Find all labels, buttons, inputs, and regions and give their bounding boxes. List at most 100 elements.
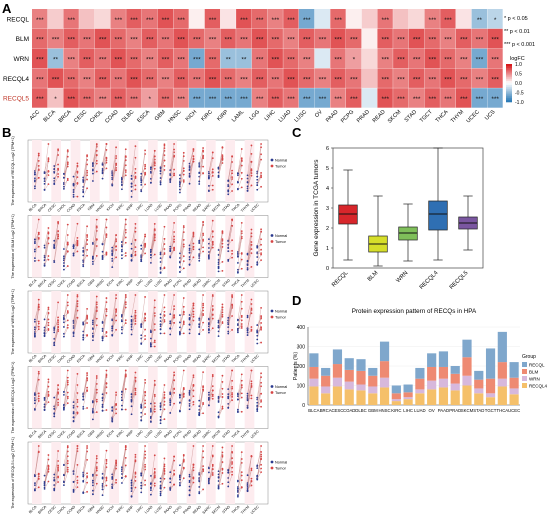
heatmap-col-label: COAD [104,109,119,124]
tumor-point [250,160,253,163]
normal-point [82,474,85,476]
paired-line [237,384,242,410]
tumor-point [173,455,176,458]
tumor-point [240,325,243,327]
normal-point [111,475,114,478]
tumor-point [153,299,156,302]
panel-b-xtick: SARC [202,354,212,364]
significance-mark: *** [146,57,154,64]
paired-line [237,222,242,252]
tumor-point [144,463,147,466]
significance-mark: *** [397,57,405,64]
paired-line [150,150,155,168]
paired-line [218,447,223,472]
paired-line [44,481,49,489]
tumor-point [66,250,69,253]
tumor-point [211,389,214,392]
paired-line [257,468,262,476]
normal-point [188,264,191,266]
paired-line [218,321,223,332]
normal-point [53,246,56,249]
normal-point [63,326,65,328]
tumor-point [182,477,185,480]
normal-point [101,393,104,396]
bar-segment-recql4 [309,386,319,405]
bar-segment-recql4 [391,401,401,405]
paired-line [131,247,136,256]
normal-point [169,489,172,491]
paired-line [150,315,155,345]
paired-line [131,461,136,481]
paired-line [44,161,49,179]
panel-b-xtick: CHOL [57,429,67,439]
paired-line [54,173,59,179]
tumor-point [115,463,117,465]
normal-point [82,265,85,268]
tumor-point [47,390,50,393]
tumor-point [144,244,147,247]
tumor-point [221,455,224,458]
normal-point [188,332,191,335]
paired-line [160,315,165,325]
paired-line [247,381,252,408]
paired-line [150,223,155,250]
normal-point [34,171,36,174]
bar-segment-recql [462,339,472,358]
bar-segment-recql [356,359,366,371]
column-shading [244,291,255,353]
tumor-point [182,155,185,158]
tumor-point [211,294,214,296]
tumor-point [76,250,79,253]
normal-point [237,411,239,413]
significance-mark: *** [52,37,60,44]
tumor-point [250,248,253,250]
tumor-point [240,222,243,224]
tumor-point [240,410,243,413]
column-shading [32,140,42,202]
paired-line [73,392,78,413]
sig-legend-entry: ** p < 0.01 [504,29,530,35]
normal-point [217,176,220,179]
tumor-point [57,404,59,406]
heatmap-cell [455,68,472,88]
tumor-point [76,164,79,167]
paired-line [189,316,194,325]
tumor-point [115,394,117,396]
normal-point [246,185,249,188]
normal-point [169,412,172,414]
heatmap-cell [251,9,268,29]
heatmap-cell [314,28,330,49]
tumor-point [37,245,40,248]
tumor-point [211,174,214,177]
normal-point [63,318,65,321]
tumor-point [76,295,79,298]
x-tick-label: TGCT [485,408,497,413]
normal-point [188,481,191,484]
tumor-point [76,411,79,414]
panel-b-xtick: READ [192,278,202,288]
bar-segment-wrn [415,389,425,394]
tumor-point [202,321,205,324]
normal-point [159,316,162,319]
normal-point [53,261,56,264]
normal-point [227,481,230,484]
normal-point [82,479,85,482]
normal-point [121,320,123,323]
paired-line [54,324,59,343]
panel-b-xtick: STAD [221,203,231,213]
tumor-point [66,165,69,168]
normal-point [92,168,94,171]
paired-line [160,252,165,263]
paired-line [189,232,194,246]
tumor-point [163,457,166,460]
tumor-point [115,234,117,237]
normal-point [237,491,239,493]
tumor-point [76,463,79,466]
bar-segment-wrn [497,378,507,387]
heatmap-cell [455,9,472,29]
normal-point [159,320,162,323]
tumor-point [124,174,127,177]
tumor-point [260,445,262,447]
normal-point [217,261,220,264]
paired-line [54,460,59,475]
